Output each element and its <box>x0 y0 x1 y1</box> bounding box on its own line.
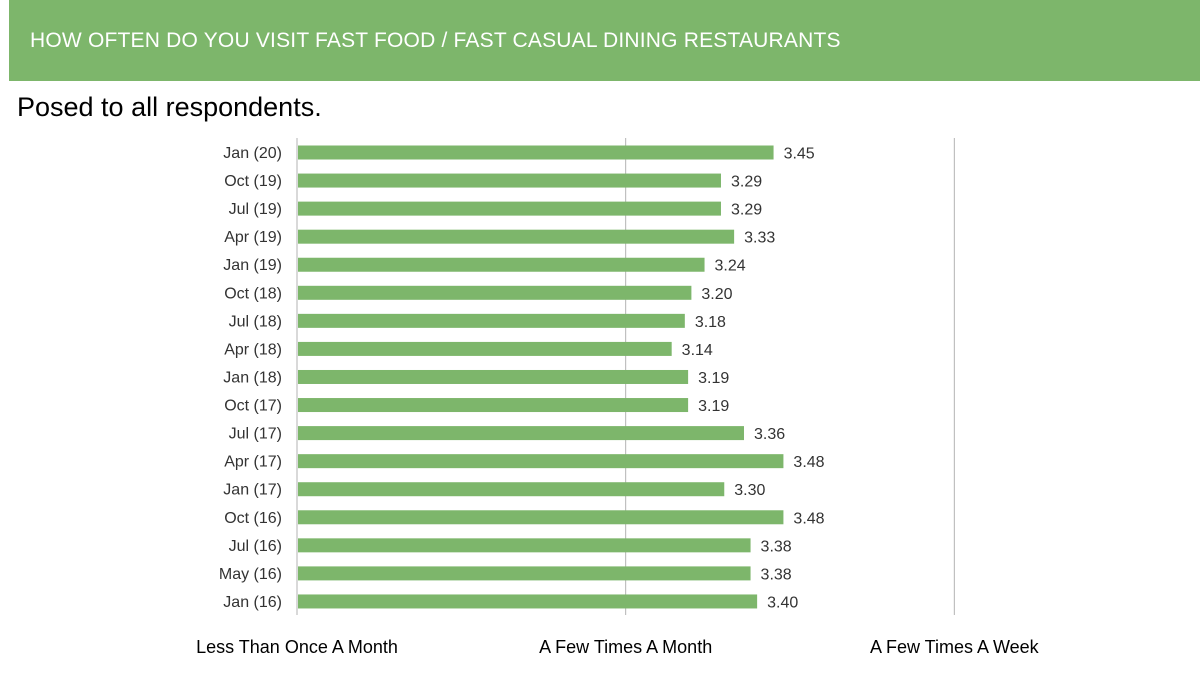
value-label-16: 3.40 <box>767 594 798 611</box>
subtitle: Posed to all respondents. <box>17 92 322 122</box>
bar-8 <box>298 369 689 384</box>
value-label-14: 3.38 <box>761 538 792 555</box>
bar-10 <box>298 426 744 441</box>
value-label-0: 3.45 <box>784 146 815 163</box>
bar-2 <box>298 201 721 216</box>
value-label-1: 3.29 <box>731 174 762 191</box>
category-label-6: Jul (18) <box>229 313 282 330</box>
category-label-0: Jan (20) <box>223 145 282 162</box>
category-label-5: Oct (18) <box>224 285 282 302</box>
category-label-8: Jan (18) <box>223 369 282 386</box>
category-label-3: Apr (19) <box>224 229 282 246</box>
value-label-2: 3.29 <box>731 202 762 219</box>
x-tick-label-0: Less Than Once A Month <box>196 637 398 657</box>
category-label-14: Jul (16) <box>229 538 282 555</box>
value-label-8: 3.19 <box>698 370 729 387</box>
x-tick-label-2: A Few Times A Week <box>870 637 1040 657</box>
bar-4 <box>298 257 705 272</box>
category-label-2: Jul (19) <box>229 201 282 218</box>
bar-0 <box>298 145 774 160</box>
x-tick-label-1: A Few Times A Month <box>539 637 712 657</box>
category-label-4: Jan (19) <box>223 257 282 274</box>
bar-14 <box>298 538 751 553</box>
bar-3 <box>298 229 735 244</box>
bar-9 <box>298 398 689 413</box>
value-label-11: 3.48 <box>793 454 824 471</box>
category-label-9: Oct (17) <box>224 398 282 415</box>
category-label-7: Apr (18) <box>224 341 282 358</box>
bar-5 <box>298 285 692 300</box>
category-label-1: Oct (19) <box>224 173 282 190</box>
value-label-6: 3.18 <box>695 314 726 331</box>
value-label-9: 3.19 <box>698 398 729 415</box>
bar-11 <box>298 454 784 469</box>
value-label-5: 3.20 <box>701 286 732 303</box>
bar-6 <box>298 313 685 328</box>
page-title: HOW OFTEN DO YOU VISIT FAST FOOD / FAST … <box>30 28 841 52</box>
bar-16 <box>298 594 758 609</box>
category-label-13: Oct (16) <box>224 510 282 527</box>
value-label-3: 3.33 <box>744 230 775 247</box>
category-label-10: Jul (17) <box>229 426 282 443</box>
bar-13 <box>298 510 784 525</box>
bar-7 <box>298 341 672 356</box>
value-label-13: 3.48 <box>793 510 824 527</box>
category-label-16: Jan (16) <box>223 594 282 611</box>
value-label-10: 3.36 <box>754 426 785 443</box>
value-label-4: 3.24 <box>715 258 746 275</box>
category-label-11: Apr (17) <box>224 454 282 471</box>
value-label-15: 3.38 <box>761 566 792 583</box>
bar-1 <box>298 173 721 188</box>
category-label-15: May (16) <box>219 566 282 583</box>
category-label-12: Jan (17) <box>223 482 282 499</box>
value-label-12: 3.30 <box>734 482 765 499</box>
bar-15 <box>298 566 751 581</box>
value-label-7: 3.14 <box>682 342 713 359</box>
bar-12 <box>298 482 725 497</box>
header-banner: HOW OFTEN DO YOU VISIT FAST FOOD / FAST … <box>9 0 1200 81</box>
